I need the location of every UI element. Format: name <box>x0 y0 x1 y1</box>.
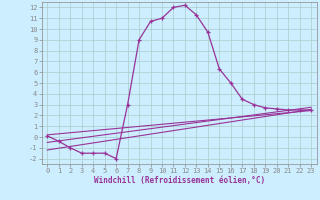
X-axis label: Windchill (Refroidissement éolien,°C): Windchill (Refroidissement éolien,°C) <box>94 176 265 185</box>
